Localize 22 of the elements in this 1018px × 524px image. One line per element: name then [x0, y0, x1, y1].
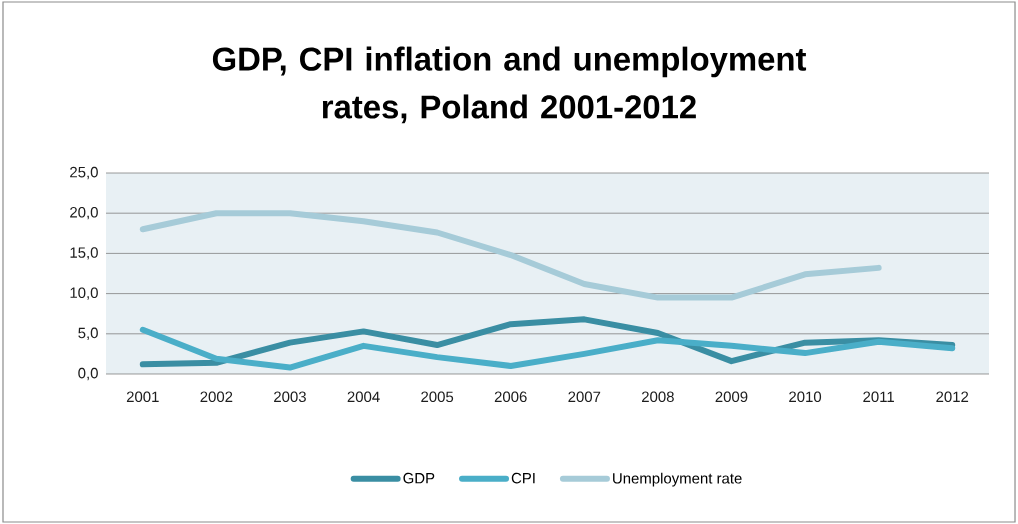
- x-tick-label: 2010: [789, 391, 822, 403]
- y-tick-label: 10,0: [70, 287, 98, 300]
- legend-label: GDP: [403, 472, 435, 484]
- y-tick-label: 25,0: [70, 166, 98, 180]
- x-tick-label: 2011: [863, 391, 894, 403]
- y-tick-label: 5,0: [78, 327, 98, 340]
- x-tick-label: 2006: [494, 391, 527, 403]
- x-tick-label: 2003: [274, 391, 306, 403]
- x-tick-label: 2005: [421, 391, 454, 403]
- x-tick-label: 2004: [347, 391, 380, 403]
- x-tick-label: 2009: [715, 391, 748, 403]
- legend-label: Unemployment rate: [613, 472, 742, 487]
- x-tick-label: 2001: [126, 391, 159, 403]
- y-tick-label: 20,0: [70, 207, 98, 220]
- x-tick-label: 2012: [936, 391, 969, 403]
- y-tick-label: 0,0: [78, 367, 98, 381]
- chart-title: GDP, CPI inflation and unemployment rates, Poland 2001-2012: [212, 46, 807, 124]
- x-tick-label: 2002: [200, 391, 233, 403]
- x-tick-label: 2007: [568, 391, 601, 403]
- x-tick-label: 2008: [642, 391, 674, 403]
- legend-label: CPI: [511, 472, 535, 484]
- y-tick-label: 15,0: [70, 247, 98, 260]
